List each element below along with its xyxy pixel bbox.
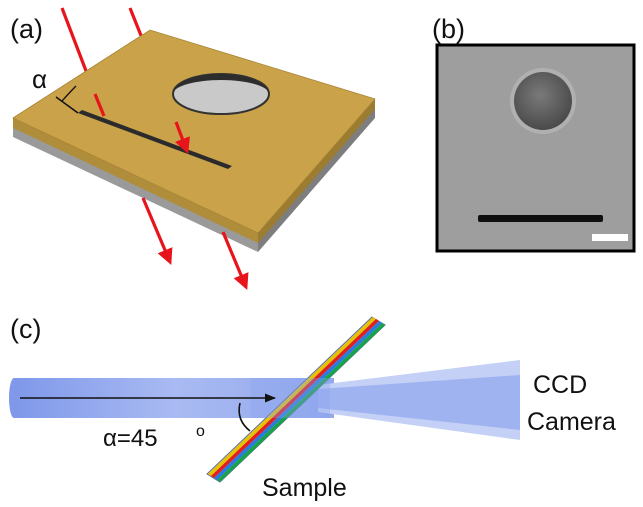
angle-symbol-a: α bbox=[32, 64, 47, 94]
laser-on-film-2 bbox=[174, 121, 190, 154]
sample-layer-yellow bbox=[208, 317, 376, 476]
ccd-label-line1: CCD bbox=[533, 371, 587, 399]
gold-film-side-right bbox=[258, 99, 375, 243]
diverging-beam-inner bbox=[318, 375, 520, 430]
laser-transmitted-2 bbox=[221, 231, 249, 290]
panel-c-label: (c) bbox=[10, 314, 41, 344]
angle-arc-c bbox=[238, 402, 251, 432]
panel-b: (b) bbox=[432, 14, 636, 253]
sample-layer-blue bbox=[214, 321, 382, 480]
sample-layer-red bbox=[211, 319, 379, 478]
sem-hole bbox=[514, 72, 572, 130]
nanohole-shadow bbox=[173, 74, 269, 94]
angle-ref-line bbox=[55, 96, 79, 114]
angle-arc bbox=[61, 85, 77, 102]
panel-a: (a) α bbox=[10, 7, 376, 290]
incoming-beam-end bbox=[9, 378, 19, 418]
sample-stack bbox=[206, 316, 386, 483]
angle-unit-c: o bbox=[196, 423, 205, 440]
panel-c: (c) α=45 o Sample CCD Camera bbox=[9, 314, 616, 502]
laser-transmitted-1 bbox=[141, 197, 173, 265]
sample-label: Sample bbox=[262, 474, 347, 502]
gold-film-top bbox=[12, 29, 376, 234]
panel-b-label: (b) bbox=[432, 14, 465, 44]
angle-text-c: α=45 bbox=[103, 425, 158, 452]
sample-layer-green bbox=[217, 323, 385, 482]
sem-slit bbox=[478, 215, 603, 222]
scale-bar bbox=[592, 234, 628, 241]
gold-film-side-left bbox=[13, 118, 258, 243]
panel-a-label: (a) bbox=[10, 14, 43, 44]
laser-on-film-1 bbox=[93, 93, 106, 117]
slit bbox=[78, 110, 232, 169]
ccd-label-line2: Camera bbox=[527, 408, 616, 436]
